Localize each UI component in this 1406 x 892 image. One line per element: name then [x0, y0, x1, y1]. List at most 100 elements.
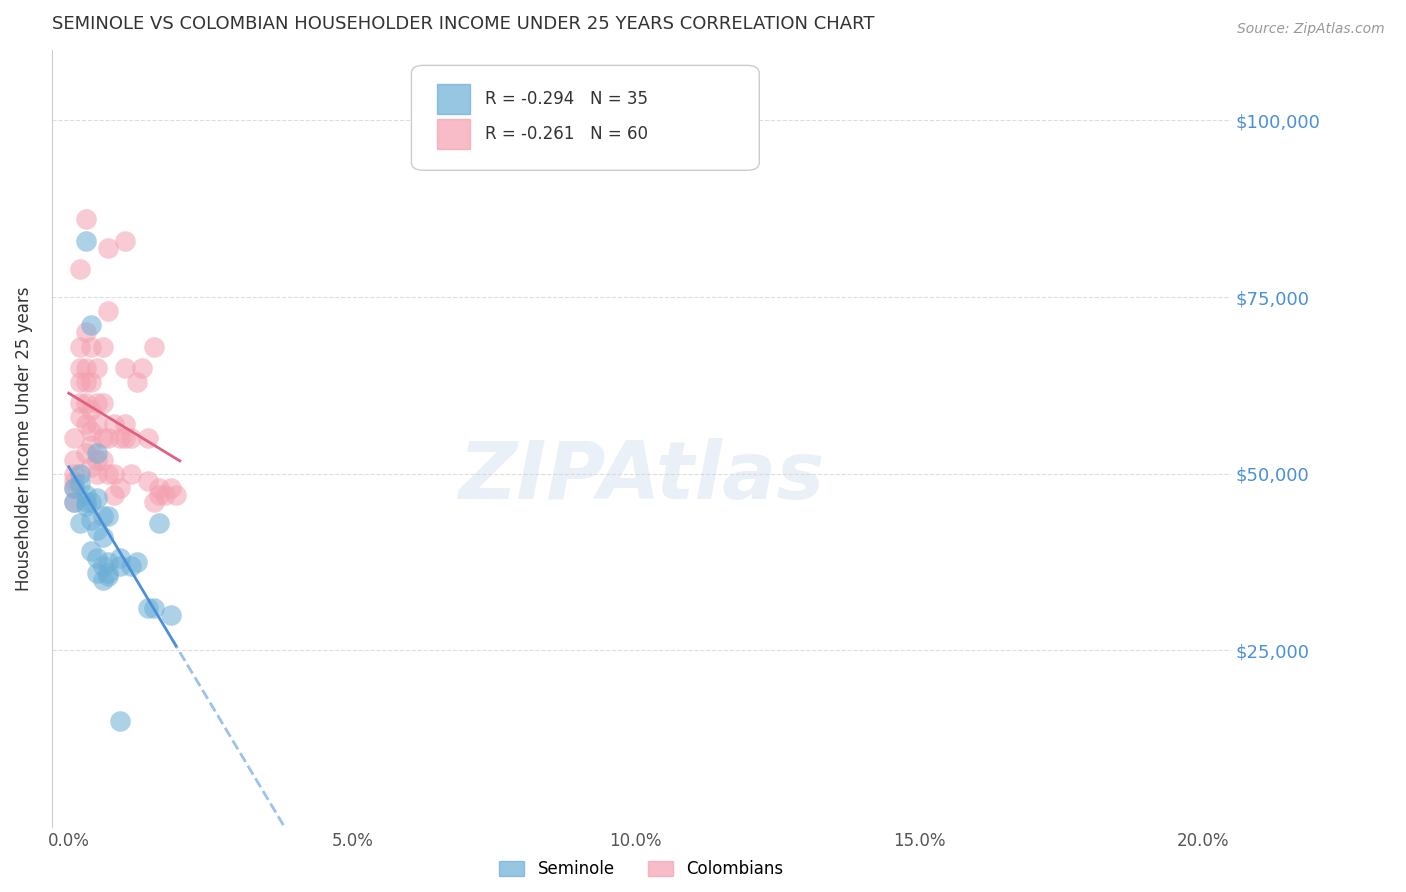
Text: SEMINOLE VS COLOMBIAN HOUSEHOLDER INCOME UNDER 25 YEARS CORRELATION CHART: SEMINOLE VS COLOMBIAN HOUSEHOLDER INCOME…	[52, 15, 875, 33]
Point	[142, 601, 165, 615]
Point	[97, 431, 120, 445]
Point	[63, 481, 86, 495]
Point	[114, 360, 136, 375]
Point	[120, 467, 142, 481]
Point	[114, 431, 136, 445]
Point	[69, 375, 91, 389]
Point	[97, 566, 120, 580]
Point	[108, 481, 131, 495]
Point	[131, 360, 153, 375]
Point	[75, 375, 97, 389]
Point	[120, 431, 142, 445]
Point	[108, 431, 131, 445]
Point	[136, 474, 159, 488]
Point	[86, 417, 108, 432]
Point	[86, 396, 108, 410]
Text: R = -0.261   N = 60: R = -0.261 N = 60	[485, 125, 648, 143]
Point	[75, 360, 97, 375]
Point	[75, 445, 97, 459]
Point	[97, 555, 120, 569]
Point	[91, 340, 114, 354]
Point	[75, 396, 97, 410]
Point	[63, 431, 86, 445]
Point	[108, 714, 131, 728]
Point	[86, 566, 108, 580]
Point	[75, 499, 97, 513]
Point	[153, 488, 176, 502]
Point	[103, 467, 125, 481]
Point	[69, 396, 91, 410]
Point	[97, 467, 120, 481]
Text: ZIPAtlas: ZIPAtlas	[458, 438, 824, 516]
Point	[80, 513, 103, 527]
Point	[86, 360, 108, 375]
Point	[108, 551, 131, 566]
Point	[91, 431, 114, 445]
Point	[159, 481, 181, 495]
Point	[148, 516, 170, 531]
Point	[148, 481, 170, 495]
Point	[103, 488, 125, 502]
Point	[63, 474, 86, 488]
Point	[80, 403, 103, 417]
FancyBboxPatch shape	[412, 65, 759, 170]
Point	[80, 340, 103, 354]
Point	[69, 340, 91, 354]
Point	[97, 509, 120, 524]
Point	[80, 544, 103, 558]
Point	[103, 417, 125, 432]
Point	[63, 495, 86, 509]
Bar	[437, 84, 471, 113]
Point	[63, 495, 86, 509]
Point	[159, 607, 181, 622]
Text: R = -0.294   N = 35: R = -0.294 N = 35	[485, 90, 648, 108]
Point	[91, 396, 114, 410]
Point	[80, 318, 103, 333]
Point	[86, 551, 108, 566]
Point	[75, 417, 97, 432]
Point	[69, 410, 91, 425]
Point	[75, 234, 97, 248]
Point	[108, 558, 131, 573]
Point	[69, 477, 91, 491]
Point	[63, 467, 86, 481]
Point	[63, 481, 86, 495]
Point	[148, 488, 170, 502]
Point	[80, 438, 103, 452]
Point	[80, 375, 103, 389]
Point	[86, 445, 108, 459]
Point	[80, 495, 103, 509]
Point	[142, 495, 165, 509]
Point	[80, 425, 103, 439]
Point	[69, 360, 91, 375]
Point	[114, 234, 136, 248]
Point	[86, 467, 108, 481]
Legend: Seminole, Colombians: Seminole, Colombians	[492, 854, 790, 885]
Point	[125, 555, 148, 569]
Text: Source: ZipAtlas.com: Source: ZipAtlas.com	[1237, 22, 1385, 37]
Point	[114, 417, 136, 432]
Point	[75, 488, 97, 502]
Y-axis label: Householder Income Under 25 years: Householder Income Under 25 years	[15, 286, 32, 591]
Bar	[437, 119, 471, 149]
Point	[97, 304, 120, 318]
Point	[91, 558, 114, 573]
Point	[91, 573, 114, 587]
Point	[97, 241, 120, 255]
Point	[69, 467, 91, 481]
Point	[75, 326, 97, 340]
Point	[80, 459, 103, 474]
Point	[97, 569, 120, 583]
Point	[120, 558, 142, 573]
Point	[136, 431, 159, 445]
Point	[63, 452, 86, 467]
Point	[142, 340, 165, 354]
Point	[166, 488, 188, 502]
Point	[136, 601, 159, 615]
Point	[69, 261, 91, 276]
Point	[91, 509, 114, 524]
Point	[91, 452, 114, 467]
Point	[86, 523, 108, 537]
Point	[86, 491, 108, 506]
Point	[75, 495, 97, 509]
